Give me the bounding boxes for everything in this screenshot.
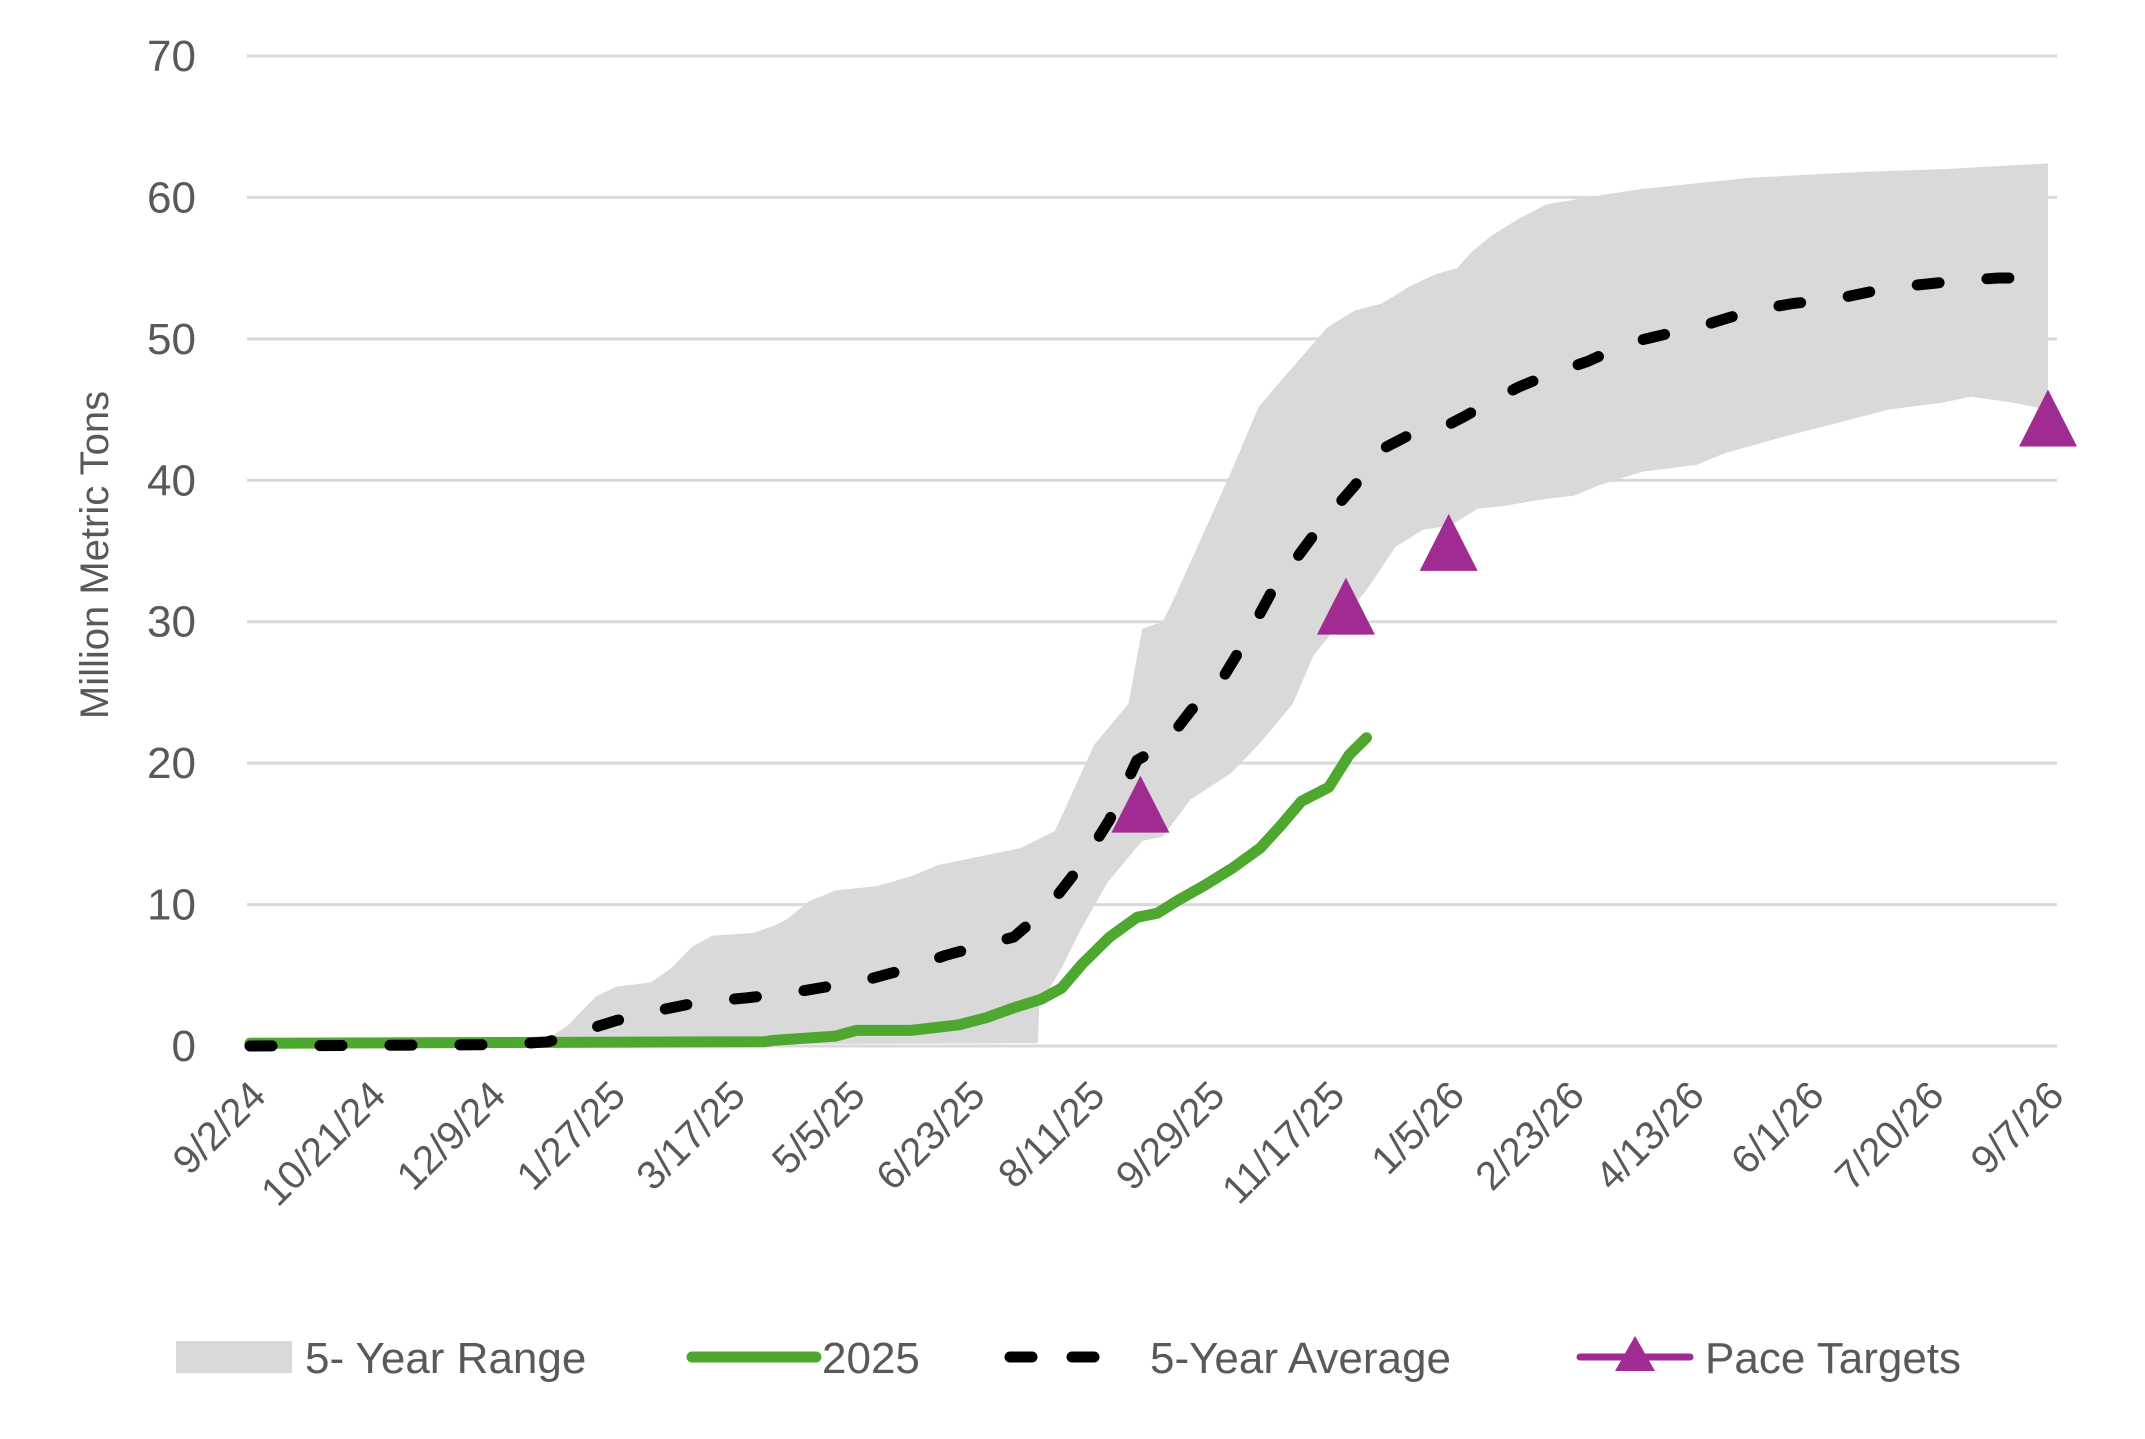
y-tick-label: 50	[147, 315, 196, 364]
legend-swatch-pace-triangle-icon	[1615, 1336, 1655, 1371]
plot-area	[244, 163, 2077, 1052]
y-tick-label: 70	[147, 32, 196, 81]
legend-label-average: 5-Year Average	[1150, 1334, 1451, 1383]
pace-target-marker-1	[1111, 775, 1170, 833]
x-tick-label: 10/21/24	[253, 1073, 394, 1214]
x-tick-label: 12/9/24	[389, 1073, 514, 1198]
legend-label-2025: 2025	[822, 1334, 920, 1383]
legend-label-range: 5- Year Range	[305, 1334, 586, 1383]
pace-target-marker-2	[1316, 577, 1375, 635]
x-tick-label: 1/5/26	[1363, 1073, 1473, 1183]
x-tick-label: 3/17/25	[628, 1073, 753, 1198]
x-tick-label: 1/27/25	[508, 1073, 633, 1198]
legend-item-average[interactable]: 5-Year Average	[1004, 1334, 1451, 1383]
legend-label-pace: Pace Targets	[1705, 1334, 1961, 1383]
series-5-year-range-band	[250, 163, 2048, 1046]
pace-target-marker-4	[2019, 389, 2077, 447]
x-tick-label: 7/20/26	[1827, 1073, 1952, 1198]
x-tick-label: 9/2/24	[165, 1073, 275, 1183]
legend-swatch-range	[176, 1341, 292, 1373]
legend-item-pace[interactable]: Pace Targets	[1576, 1334, 1961, 1383]
x-tick-label: 6/1/26	[1723, 1073, 1833, 1183]
y-tick-label: 30	[147, 598, 196, 647]
series-2025-line	[244, 732, 1372, 1049]
y-tick-label: 20	[147, 739, 196, 788]
x-tick-label: 6/23/25	[868, 1073, 993, 1198]
series-5-year-average-line	[244, 272, 2030, 1052]
x-tick-label: 5/5/25	[764, 1073, 874, 1183]
x-tick-label: 4/13/26	[1587, 1073, 1712, 1198]
x-tick-label: 11/17/25	[1214, 1073, 1353, 1212]
y-tick-label: 0	[172, 1022, 196, 1071]
pace-target-marker-3	[1419, 513, 1478, 571]
y-tick-label: 40	[147, 456, 196, 505]
y-tick-label: 60	[147, 173, 196, 222]
y-tick-label: 10	[147, 881, 196, 930]
x-tick-label: 8/11/25	[990, 1073, 1113, 1196]
legend-item-2025[interactable]: 2025	[686, 1334, 920, 1383]
legend: 5- Year Range 2025 5-Year Average Pace T…	[176, 1334, 1961, 1383]
legend-item-range[interactable]: 5- Year Range	[176, 1334, 586, 1383]
x-tick-label: 2/23/26	[1467, 1073, 1592, 1198]
x-tick-label: 9/7/26	[1963, 1073, 2073, 1183]
y-axis-title: Million Metric Tons	[73, 391, 117, 719]
y-axis-ticks: 0 10 20 30 40 50 60 70	[147, 32, 196, 1071]
